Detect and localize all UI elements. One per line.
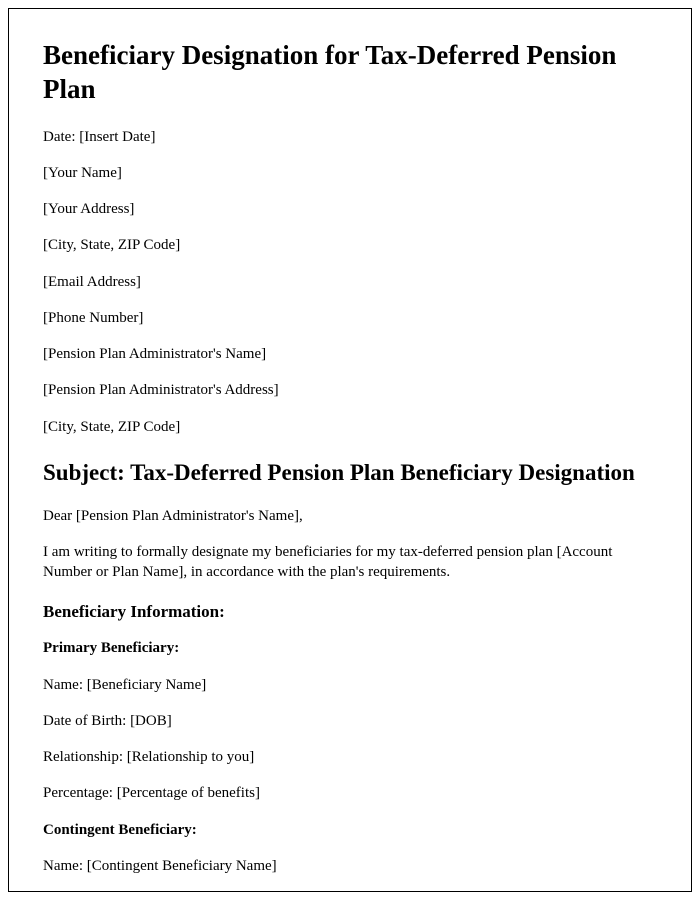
document-page: Beneficiary Designation for Tax-Deferred… xyxy=(8,8,692,892)
subject-heading: Subject: Tax-Deferred Pension Plan Benef… xyxy=(43,459,657,488)
primary-field: Relationship: [Relationship to you] xyxy=(43,747,657,767)
salutation: Dear [Pension Plan Administrator's Name]… xyxy=(43,506,657,526)
page-title: Beneficiary Designation for Tax-Deferred… xyxy=(43,39,657,107)
primary-beneficiary-label: Primary Beneficiary: xyxy=(43,638,657,658)
header-field: [Your Address] xyxy=(43,199,657,219)
header-field: [Your Name] xyxy=(43,163,657,183)
primary-field: Percentage: [Percentage of benefits] xyxy=(43,783,657,803)
header-field: Date: [Insert Date] xyxy=(43,127,657,147)
beneficiary-info-heading: Beneficiary Information: xyxy=(43,602,657,622)
header-block: Date: [Insert Date] [Your Name] [Your Ad… xyxy=(43,127,657,437)
intro-paragraph: I am writing to formally designate my be… xyxy=(43,542,657,583)
header-field: [City, State, ZIP Code] xyxy=(43,235,657,255)
primary-field: Name: [Beneficiary Name] xyxy=(43,675,657,695)
header-field: [Email Address] xyxy=(43,272,657,292)
header-field: [City, State, ZIP Code] xyxy=(43,417,657,437)
primary-field: Date of Birth: [DOB] xyxy=(43,711,657,731)
header-field: [Pension Plan Administrator's Name] xyxy=(43,344,657,364)
header-field: [Phone Number] xyxy=(43,308,657,328)
contingent-beneficiary-label: Contingent Beneficiary: xyxy=(43,820,657,840)
contingent-field: Name: [Contingent Beneficiary Name] xyxy=(43,856,657,876)
header-field: [Pension Plan Administrator's Address] xyxy=(43,380,657,400)
